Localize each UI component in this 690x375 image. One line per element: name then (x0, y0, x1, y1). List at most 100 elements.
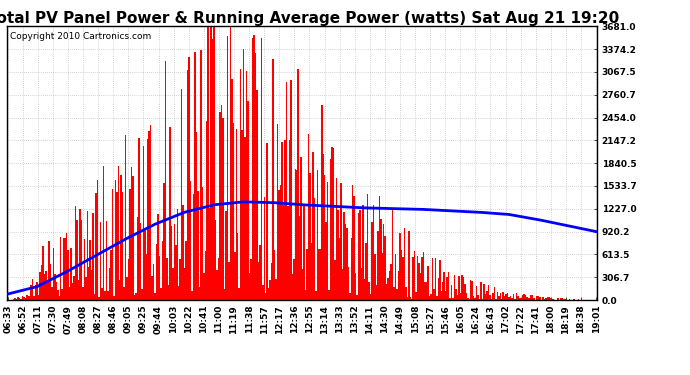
Bar (131, 166, 132, 300)
Bar (511, 298, 513, 300)
Bar (309, 173, 310, 300)
Bar (101, 288, 103, 300)
Bar (104, 291, 106, 300)
Bar (308, 134, 309, 300)
Bar (38, 295, 39, 300)
Bar (379, 196, 380, 300)
Bar (483, 284, 485, 300)
Bar (430, 294, 432, 300)
Bar (237, 233, 239, 300)
Bar (453, 298, 454, 300)
Bar (113, 296, 115, 300)
Bar (513, 294, 514, 300)
Bar (509, 297, 510, 300)
Bar (225, 211, 226, 300)
Bar (147, 140, 148, 300)
Bar (14, 298, 16, 300)
Bar (172, 267, 174, 300)
Bar (300, 157, 302, 300)
Bar (168, 285, 169, 300)
Bar (480, 282, 482, 300)
Bar (179, 259, 181, 300)
Bar (551, 299, 553, 300)
Bar (402, 256, 404, 300)
Bar (566, 299, 567, 300)
Bar (358, 213, 359, 300)
Bar (233, 123, 234, 300)
Bar (477, 295, 479, 300)
Bar (212, 39, 213, 300)
Bar (159, 256, 160, 300)
Bar (177, 209, 178, 300)
Bar (458, 276, 460, 300)
Bar (519, 298, 520, 300)
Bar (29, 296, 30, 300)
Bar (405, 287, 406, 300)
Bar (181, 89, 182, 300)
Bar (228, 262, 230, 300)
Bar (482, 298, 483, 300)
Bar (68, 250, 69, 300)
Bar (560, 298, 562, 300)
Bar (514, 299, 515, 300)
Bar (344, 224, 346, 300)
Bar (184, 268, 186, 300)
Bar (240, 69, 241, 300)
Bar (63, 238, 64, 300)
Bar (246, 71, 247, 300)
Bar (187, 70, 188, 300)
Bar (523, 294, 524, 300)
Bar (417, 256, 418, 300)
Bar (146, 254, 147, 300)
Bar (504, 296, 505, 300)
Bar (437, 278, 439, 300)
Bar (30, 285, 32, 300)
Bar (274, 250, 275, 300)
Bar (445, 291, 446, 300)
Bar (353, 196, 355, 300)
Bar (380, 219, 382, 300)
Bar (106, 221, 107, 300)
Bar (52, 248, 54, 300)
Bar (302, 268, 304, 300)
Bar (500, 293, 501, 300)
Bar (51, 287, 52, 300)
Bar (103, 166, 104, 300)
Bar (540, 297, 541, 300)
Bar (428, 296, 430, 300)
Bar (469, 299, 470, 300)
Bar (498, 296, 500, 300)
Bar (367, 194, 368, 300)
Bar (91, 270, 92, 300)
Bar (266, 143, 268, 300)
Bar (426, 282, 427, 300)
Bar (139, 222, 141, 300)
Bar (265, 293, 266, 300)
Bar (304, 206, 305, 300)
Bar (495, 299, 497, 300)
Bar (259, 244, 261, 300)
Bar (321, 105, 322, 300)
Bar (384, 236, 386, 300)
Bar (204, 251, 206, 300)
Bar (382, 253, 383, 300)
Bar (200, 50, 201, 300)
Bar (271, 262, 273, 300)
Bar (322, 154, 324, 300)
Bar (339, 238, 340, 300)
Bar (361, 268, 362, 300)
Bar (128, 258, 129, 300)
Bar (231, 79, 233, 300)
Bar (319, 249, 321, 300)
Bar (546, 297, 548, 300)
Bar (433, 289, 435, 300)
Bar (296, 170, 297, 300)
Bar (92, 213, 94, 300)
Bar (156, 244, 157, 300)
Bar (492, 293, 493, 300)
Bar (262, 285, 264, 300)
Bar (148, 131, 150, 300)
Bar (213, 26, 215, 300)
Bar (393, 287, 395, 300)
Bar (391, 264, 392, 300)
